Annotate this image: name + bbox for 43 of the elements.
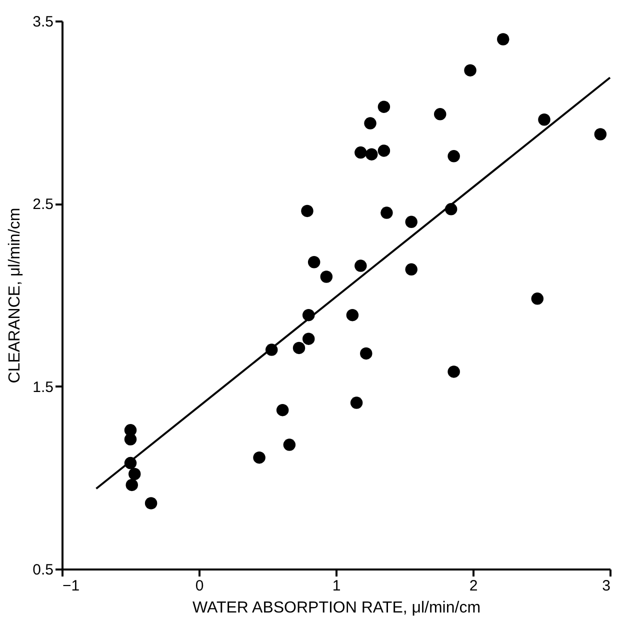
point	[594, 128, 607, 140]
point	[253, 451, 266, 464]
point	[380, 206, 393, 219]
point	[346, 308, 359, 322]
point	[354, 146, 367, 159]
point	[364, 117, 376, 130]
point	[360, 347, 372, 360]
point	[354, 260, 367, 272]
point	[448, 150, 460, 162]
point	[350, 396, 363, 409]
point	[378, 144, 390, 157]
point	[448, 366, 460, 378]
point	[405, 263, 418, 276]
point	[538, 114, 550, 126]
point	[144, 497, 158, 510]
point	[302, 332, 315, 345]
point	[531, 292, 544, 305]
y-tick-label: 3.5	[32, 14, 54, 30]
x-tick-label: 1	[332, 578, 341, 594]
point	[124, 433, 137, 446]
point	[308, 256, 320, 268]
y-tick-label: 1.5	[32, 378, 54, 396]
point	[378, 100, 390, 113]
point	[292, 342, 306, 354]
point	[283, 438, 296, 451]
x-tick-label: 3	[602, 578, 610, 594]
point	[365, 148, 378, 160]
y-tick-label: 0.5	[32, 562, 54, 578]
point	[128, 468, 141, 480]
point	[320, 270, 333, 283]
point	[434, 108, 446, 120]
x-tick-label: −1	[62, 578, 80, 594]
y-tick-label: 2.5	[32, 196, 54, 214]
point	[464, 64, 476, 76]
point	[301, 204, 314, 218]
point	[405, 216, 418, 228]
y-axis-title: CLEARANCE, μl/min/cm	[6, 208, 24, 384]
x-tick-label: 2	[469, 578, 478, 594]
point	[126, 478, 138, 492]
point	[276, 404, 289, 416]
x-axis-title: WATER ABSORPTION RATE, μl/min/cm	[192, 600, 481, 616]
x-tick-label: 0	[195, 578, 204, 594]
point	[497, 33, 510, 46]
